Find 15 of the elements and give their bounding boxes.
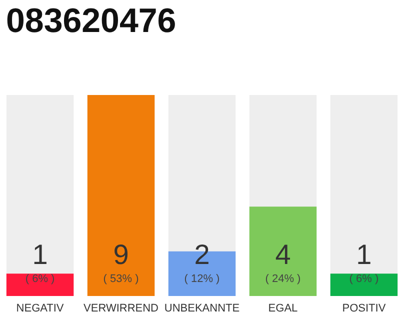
- annotation: ( 12% ): [184, 273, 220, 285]
- x-tick-label: EGAL: [268, 302, 298, 314]
- x-tick-label: VERWIRREND: [84, 302, 159, 314]
- data-label: 1: [356, 239, 372, 270]
- annotation: ( 6% ): [25, 273, 55, 285]
- x-tick-label: NEGATIV: [16, 302, 64, 314]
- x-tick-label: UNBEKANNTE: [164, 302, 240, 314]
- annotation: ( 53% ): [103, 273, 139, 285]
- x-tick-label: POSITIV: [342, 302, 386, 314]
- chart-title: 083620476: [6, 2, 176, 40]
- data-label: 1: [32, 239, 48, 270]
- annotation: ( 24% ): [265, 273, 301, 285]
- data-label: 9: [113, 239, 129, 270]
- annotation: ( 6% ): [349, 273, 379, 285]
- data-label: 4: [275, 239, 291, 270]
